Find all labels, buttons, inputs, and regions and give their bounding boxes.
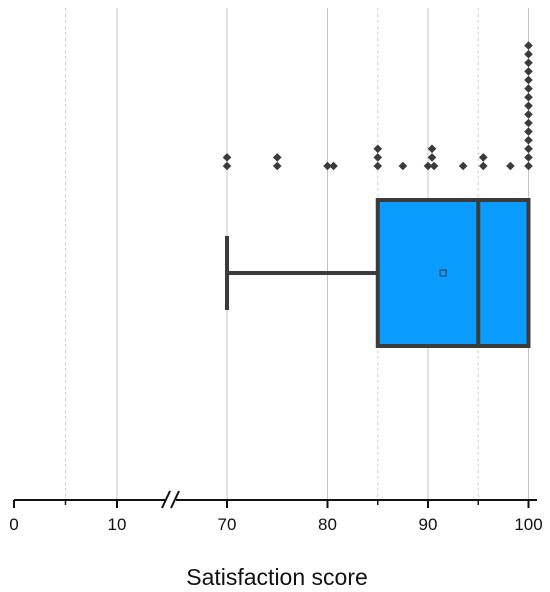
x-tick-label: 70 [218,515,237,534]
axis-break-mark [170,490,180,509]
data-point [272,161,282,171]
data-point [524,153,533,162]
data-point [524,84,533,93]
box-iqr [375,198,531,348]
data-point [524,49,533,59]
box-plot [225,198,531,348]
data-point [427,144,437,154]
data-point [524,127,533,136]
data-point [272,153,282,162]
data-point [373,144,383,154]
data-points [222,41,533,171]
data-point [429,161,439,171]
x-axis-title: Satisfaction score [186,564,368,590]
x-tick-label: 90 [419,515,438,534]
data-point [373,161,383,171]
data-point [478,161,488,171]
data-point [222,153,232,162]
data-point [524,58,533,68]
data-point [524,67,533,76]
mean-marker [439,269,447,277]
data-point [524,101,533,111]
data-point [323,161,332,171]
data-point [329,161,338,171]
data-point [524,75,533,85]
x-tick-label: 100 [514,515,542,534]
data-point [524,118,533,128]
data-point [423,161,433,171]
data-point [524,144,533,154]
data-point [524,110,533,119]
data-point [524,41,533,50]
data-point [222,161,232,171]
x-axis: 0 10 70 80 90 100 [9,490,543,534]
data-point [373,153,383,162]
axis-break-mark [161,490,171,509]
data-point [398,161,408,171]
data-point [427,153,437,162]
x-tick-label: 80 [318,515,337,534]
data-point [524,92,533,102]
data-point [478,153,488,162]
data-point [458,161,468,171]
x-tick-label: 10 [108,515,127,534]
data-point [506,161,515,171]
data-point [524,135,533,145]
data-point [524,161,533,171]
x-tick-label: 0 [9,515,18,534]
